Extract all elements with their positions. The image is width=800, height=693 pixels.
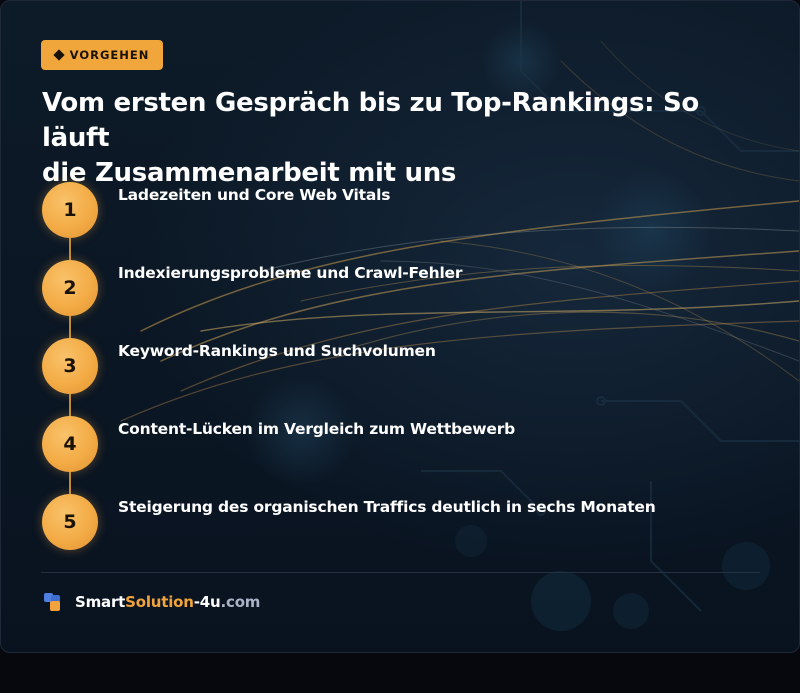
step-number-badge: 3 bbox=[42, 338, 98, 394]
brand-part-4u: -4u bbox=[193, 593, 221, 611]
step-number-badge: 1 bbox=[42, 182, 98, 238]
background-waves-art bbox=[120, 1, 799, 631]
footer-divider bbox=[41, 572, 760, 573]
footer-brand[interactable]: SmartSolution-4u.com bbox=[43, 590, 260, 614]
step-4: 4 Content-Lücken im Vergleich zum Wettbe… bbox=[42, 416, 742, 472]
step-number-badge: 4 bbox=[42, 416, 98, 472]
logo-blocks-icon bbox=[43, 592, 63, 612]
step-label: Content-Lücken im Vergleich zum Wettbewe… bbox=[118, 420, 516, 438]
brand-name: SmartSolution-4u.com bbox=[75, 593, 260, 611]
process-card: VORGEHEN Vom ersten Gespräch bis zu Top-… bbox=[0, 0, 800, 653]
page-title: Vom ersten Gespräch bis zu Top-Rankings:… bbox=[42, 86, 772, 191]
brand-part-domain: .com bbox=[220, 593, 261, 611]
step-label: Steigerung des organischen Traffics deut… bbox=[118, 498, 656, 516]
step-label: Indexierungsprobleme und Crawl-Fehler bbox=[118, 264, 463, 282]
badge-label: VORGEHEN bbox=[69, 48, 150, 62]
step-number-badge: 2 bbox=[42, 260, 98, 316]
step-label: Keyword-Rankings und Suchvolumen bbox=[118, 342, 436, 360]
brand-part-smart: Smart bbox=[75, 593, 126, 611]
diamond-icon bbox=[52, 49, 65, 61]
brand-part-solution: Solution bbox=[125, 593, 194, 611]
step-number-badge: 5 bbox=[42, 494, 98, 550]
step-label: Ladezeiten und Core Web Vitals bbox=[118, 186, 391, 204]
step-2: 2 Indexierungsprobleme und Crawl-Fehler bbox=[42, 260, 742, 316]
step-3: 3 Keyword-Rankings und Suchvolumen bbox=[42, 338, 742, 394]
section-badge: VORGEHEN bbox=[41, 40, 163, 70]
step-5: 5 Steigerung des organischen Traffics de… bbox=[42, 494, 742, 550]
step-1: 1 Ladezeiten und Core Web Vitals bbox=[42, 182, 742, 238]
title-line-2: die Zusammenarbeit mit uns bbox=[42, 158, 457, 188]
title-line-1: Vom ersten Gespräch bis zu Top-Rankings:… bbox=[42, 88, 699, 153]
